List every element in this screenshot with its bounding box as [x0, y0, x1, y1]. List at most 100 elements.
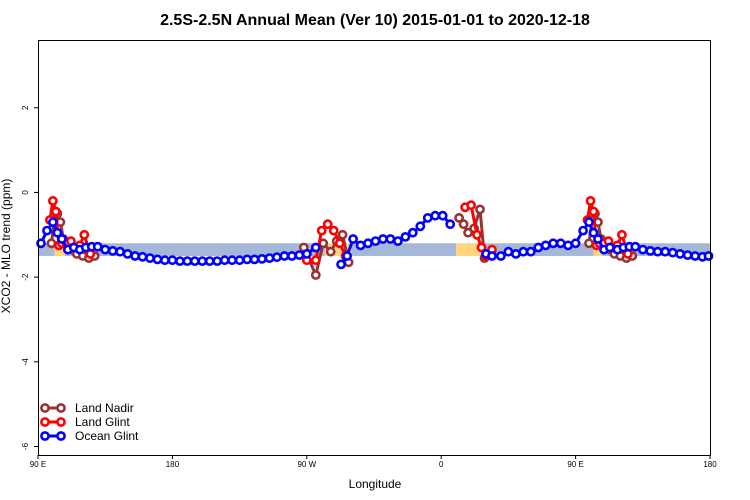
data-point-ocean-glint	[107, 245, 118, 256]
legend-label-land-glint: Land Glint	[75, 415, 130, 429]
data-point-land-glint	[472, 229, 482, 240]
data-point-ocean-glint	[407, 227, 418, 238]
data-point-ocean-glint	[212, 256, 223, 266]
data-point-ocean-glint	[703, 251, 714, 261]
legend-marker-land-glint	[40, 417, 50, 427]
x-tick-label: 90 E	[30, 460, 46, 469]
data-point-land-glint	[588, 206, 599, 217]
data-point-ocean-glint	[570, 238, 581, 249]
data-point-ocean-glint	[437, 210, 448, 221]
data-point-ocean-glint	[660, 246, 671, 257]
data-point-ocean-glint	[182, 256, 193, 266]
data-point-ocean-glint	[370, 236, 381, 246]
data-point-ocean-glint	[392, 236, 403, 246]
legend-marker-land-nadir	[40, 403, 50, 413]
data-point-land-glint	[334, 238, 345, 249]
data-point-ocean-glint	[234, 255, 245, 266]
data-point-ocean-glint	[159, 255, 170, 266]
x-axis-label: Longitude	[349, 477, 402, 491]
data-point-land-glint	[585, 195, 596, 206]
data-point-ocean-glint	[336, 259, 346, 270]
data-point-ocean-glint	[682, 250, 693, 260]
data-point-ocean-glint	[301, 248, 312, 259]
data-point-ocean-glint	[271, 252, 282, 263]
data-point-ocean-glint	[36, 238, 46, 249]
data-point-land-nadir	[454, 212, 464, 223]
data-point-ocean-glint	[645, 245, 656, 256]
data-point-ocean-glint	[130, 251, 140, 261]
legend-label-land-nadir: Land Nadir	[75, 401, 134, 415]
data-point-land-glint	[322, 219, 333, 230]
data-point-ocean-glint	[400, 231, 411, 242]
data-point-ocean-glint	[487, 251, 497, 261]
x-tick-label: 90 E	[567, 460, 583, 469]
legend-item-land-glint: Land Glint	[40, 415, 130, 429]
data-point-ocean-glint	[204, 256, 215, 266]
data-point-ocean-glint	[495, 251, 506, 261]
data-point-ocean-glint	[563, 240, 573, 251]
data-point-land-glint	[617, 229, 627, 240]
data-point-land-glint	[48, 195, 58, 206]
data-point-land-nadir	[458, 219, 469, 230]
data-point-ocean-glint	[348, 234, 358, 244]
data-point-ocean-glint	[593, 234, 603, 244]
data-point-ocean-glint	[445, 219, 456, 230]
data-point-land-glint	[310, 255, 321, 266]
data-point-ocean-glint	[57, 234, 67, 244]
data-point-land-glint	[328, 225, 339, 236]
legend-marker-ocean-glint	[40, 431, 50, 441]
y-tick-label: 2	[21, 105, 30, 110]
data-point-ocean-glint	[189, 256, 200, 266]
data-point-ocean-glint	[52, 227, 63, 238]
data-point-ocean-glint	[675, 248, 685, 259]
series-ocean-glint	[36, 210, 714, 270]
data-point-ocean-glint	[518, 246, 529, 257]
data-point-ocean-glint	[637, 244, 648, 255]
legend-item-ocean-glint: Ocean Glint	[40, 429, 139, 443]
data-point-ocean-glint	[257, 253, 267, 264]
data-point-ocean-glint	[652, 246, 663, 257]
data-point-ocean-glint	[584, 217, 594, 227]
data-point-ocean-glint	[342, 251, 352, 261]
data-point-ocean-glint	[48, 217, 58, 227]
data-point-ocean-glint	[430, 210, 441, 221]
y-tick-label: 0	[21, 190, 30, 195]
legend-marker-ocean-glint	[56, 431, 66, 441]
data-point-ocean-glint	[363, 238, 373, 249]
legend-marker-land-glint	[56, 417, 66, 427]
data-point-land-nadir	[584, 238, 594, 249]
data-point-ocean-glint	[137, 251, 148, 262]
data-point-ocean-glint	[578, 225, 588, 236]
data-point-land-nadir	[310, 270, 321, 280]
data-point-ocean-glint	[92, 241, 103, 252]
y-tick-label: -2	[21, 273, 30, 281]
data-point-ocean-glint	[415, 221, 426, 232]
series-layer	[36, 195, 714, 280]
data-point-ocean-glint	[310, 242, 321, 253]
data-point-land-glint	[466, 200, 476, 211]
legend-item-land-nadir: Land Nadir	[40, 401, 134, 415]
data-point-land-nadir	[475, 204, 485, 215]
data-point-land-nadir	[337, 229, 348, 240]
data-point-ocean-glint	[690, 251, 700, 261]
data-point-ocean-glint	[286, 251, 297, 261]
data-point-ocean-glint	[540, 240, 551, 251]
data-point-ocean-glint	[588, 227, 599, 238]
data-point-ocean-glint	[115, 246, 125, 257]
data-point-ocean-glint	[525, 246, 536, 257]
data-point-land-nadir	[325, 246, 336, 257]
x-axis: 90 E 180 90 W 0 90 E 180	[30, 455, 717, 469]
legend: Land Nadir Land Glint Ocean Glint	[40, 401, 139, 443]
data-point-ocean-glint	[264, 253, 275, 263]
y-tick-label: -4	[21, 358, 30, 366]
data-point-land-glint	[79, 229, 90, 240]
chart-title: 2.5S-2.5N Annual Mean (Ver 10) 2015-01-0…	[160, 12, 590, 29]
data-point-ocean-glint	[605, 242, 615, 253]
data-point-land-glint	[316, 225, 327, 236]
x-tick-label: 180	[703, 460, 717, 469]
data-point-ocean-glint	[503, 246, 514, 257]
y-axis-label: XCO2 - MLO trend (ppm)	[0, 179, 13, 314]
data-point-land-glint	[51, 206, 61, 217]
data-point-ocean-glint	[667, 247, 678, 258]
